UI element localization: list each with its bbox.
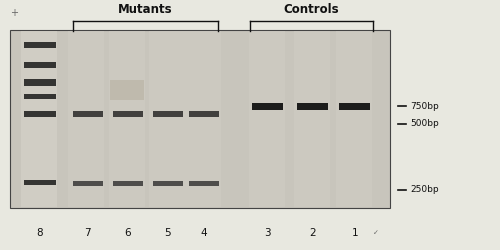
- Bar: [72, 181, 102, 186]
- Bar: [24, 79, 56, 86]
- Text: ✓: ✓: [372, 230, 378, 235]
- Bar: [152, 111, 182, 116]
- Text: 8: 8: [36, 228, 44, 237]
- Bar: [24, 111, 56, 116]
- Bar: [185, 30, 221, 207]
- Bar: [252, 102, 283, 110]
- Bar: [24, 180, 56, 185]
- Bar: [152, 181, 182, 186]
- Bar: [24, 42, 56, 48]
- Bar: [148, 30, 184, 207]
- Bar: [340, 102, 370, 110]
- Text: 7: 7: [84, 228, 91, 237]
- Text: 4: 4: [200, 228, 207, 237]
- Text: 750bp: 750bp: [410, 102, 439, 111]
- Bar: [336, 30, 372, 207]
- Bar: [189, 181, 219, 186]
- Bar: [189, 111, 219, 116]
- Text: 500bp: 500bp: [410, 119, 439, 128]
- Bar: [72, 111, 102, 116]
- Bar: [112, 181, 142, 186]
- Text: 6: 6: [124, 228, 131, 237]
- Bar: [68, 30, 104, 207]
- Bar: [297, 102, 328, 110]
- Text: 2: 2: [309, 228, 316, 237]
- Bar: [294, 30, 330, 207]
- Bar: [110, 80, 144, 100]
- Bar: [248, 30, 284, 207]
- Text: 5: 5: [164, 228, 171, 237]
- Bar: [24, 94, 56, 99]
- Text: 3: 3: [264, 228, 271, 237]
- Text: +: +: [10, 8, 18, 18]
- Bar: [112, 111, 142, 116]
- Bar: [24, 62, 56, 68]
- Text: Mutants: Mutants: [118, 3, 172, 16]
- Text: 250bp: 250bp: [410, 186, 438, 194]
- Bar: [21, 30, 57, 207]
- Text: Controls: Controls: [284, 3, 339, 16]
- Bar: [108, 30, 144, 207]
- Bar: [10, 30, 390, 208]
- Text: 1: 1: [352, 228, 358, 237]
